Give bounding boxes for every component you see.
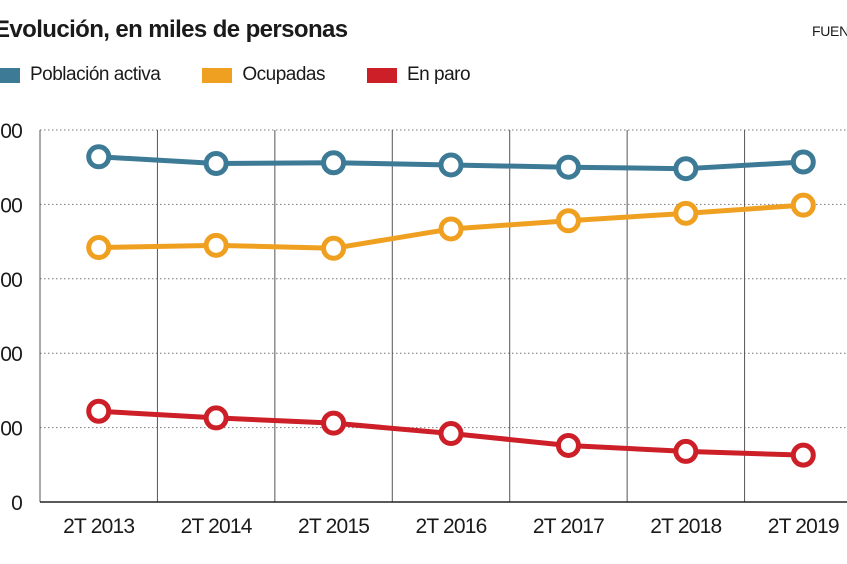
data-point-series-1	[438, 216, 464, 242]
data-point-series-1	[86, 235, 112, 261]
legend-item-ocupadas: Ocupadas	[202, 64, 325, 86]
y-tick-label: 00	[0, 343, 22, 366]
y-tick-label: 00	[0, 194, 22, 217]
data-point-series-2	[86, 398, 112, 424]
x-tick-label: 2T 2015	[298, 515, 369, 538]
legend-item-poblacion-activa: Población activa	[0, 64, 161, 86]
data-point-series-0	[555, 154, 581, 180]
data-point-series-2	[438, 421, 464, 447]
x-tick-label: 2T 2019	[768, 515, 839, 538]
legend-item-en-paro: En paro	[367, 64, 471, 86]
data-point-series-0	[86, 144, 112, 170]
data-point-series-0	[203, 150, 229, 176]
y-tick-label: 0	[11, 492, 22, 515]
legend-swatch-poblacion-activa	[0, 67, 20, 83]
legend-label-poblacion-activa: Población activa	[30, 64, 161, 85]
legend-swatch-ocupadas	[202, 67, 233, 83]
data-point-series-1	[555, 208, 581, 234]
data-point-series-1	[321, 235, 347, 261]
legend: Población activa Ocupadas En paro	[0, 62, 512, 88]
data-point-series-0	[438, 152, 464, 178]
legend-label-ocupadas: Ocupadas	[242, 64, 325, 85]
x-tick-label: 2T 2017	[533, 515, 604, 538]
data-point-series-2	[555, 432, 581, 458]
y-tick-label: 00	[0, 269, 22, 292]
legend-label-en-paro: En paro	[407, 64, 471, 85]
data-point-series-0	[790, 149, 816, 175]
x-tick-label: 2T 2014	[181, 515, 253, 538]
data-point-series-1	[790, 192, 816, 218]
y-tick-label: 00	[0, 120, 22, 143]
x-tick-label: 2T 2018	[650, 515, 721, 538]
source-label: FUENT	[812, 23, 847, 39]
data-point-series-2	[673, 438, 699, 464]
data-point-series-2	[321, 410, 347, 436]
data-point-series-0	[673, 156, 699, 182]
data-point-series-1	[673, 200, 699, 226]
data-point-series-2	[203, 405, 229, 431]
x-tick-label: 2T 2013	[63, 515, 134, 538]
data-point-series-1	[203, 232, 229, 258]
chart-title: Evolución, en miles de personas	[0, 16, 348, 43]
y-tick-label: 00	[0, 418, 22, 441]
data-point-series-0	[321, 150, 347, 176]
x-tick-label: 2T 2016	[415, 515, 486, 538]
legend-swatch-en-paro	[367, 67, 397, 83]
data-point-series-2	[790, 442, 816, 468]
